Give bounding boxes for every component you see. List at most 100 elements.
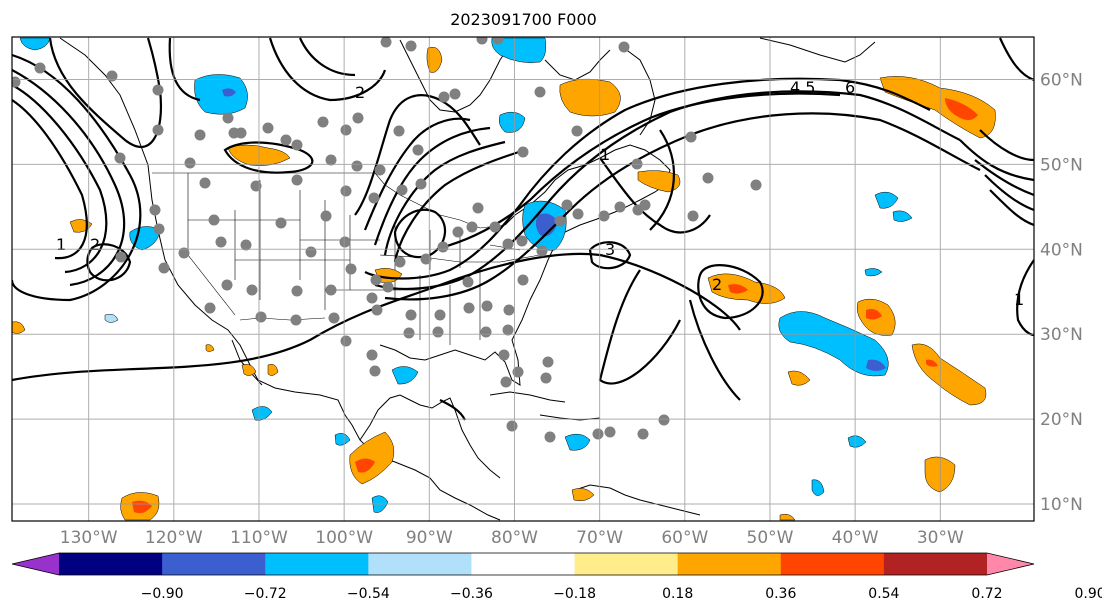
- station-marker: [382, 281, 394, 293]
- colorbar-tick-label: 0.72: [971, 586, 1002, 602]
- map-area: 1 2 2 1 3 2 4.5 6 1: [12, 37, 1034, 521]
- station-marker: [517, 274, 529, 286]
- lon-tick-label: 80°W: [491, 528, 538, 548]
- shaded-anomaly-regions: [12, 37, 996, 521]
- station-marker: [262, 122, 274, 134]
- colorbar-tick-label: −0.36: [450, 586, 493, 602]
- station-marker: [235, 127, 247, 139]
- station-marker: [598, 210, 610, 222]
- station-marker: [604, 426, 616, 438]
- station-marker: [394, 256, 406, 268]
- station-marker: [637, 428, 649, 440]
- station-marker: [290, 314, 302, 326]
- station-marker: [481, 300, 493, 312]
- station-marker: [476, 37, 488, 45]
- lon-tick-label: 70°W: [576, 528, 623, 548]
- station-marker: [328, 312, 340, 324]
- station-marker: [658, 414, 670, 426]
- colorbar-segment: [265, 553, 369, 575]
- station-marker: [340, 335, 352, 347]
- station-marker: [280, 134, 292, 146]
- contour-label: 2: [712, 275, 722, 294]
- station-marker: [438, 91, 450, 103]
- station-marker: [492, 37, 504, 45]
- station-marker: [240, 239, 252, 251]
- station-marker: [632, 204, 644, 216]
- us-state-borders: [152, 172, 541, 345]
- lat-tick-label: 10°N: [1040, 495, 1083, 515]
- lat-tick-label: 50°N: [1040, 155, 1083, 175]
- station-marker: [340, 124, 352, 136]
- station-marker: [320, 210, 332, 222]
- colorbar-tick-label: 0.18: [662, 586, 693, 602]
- colorbar-segment: [471, 553, 576, 575]
- station-marker: [472, 202, 484, 214]
- colorbar-segment: [368, 553, 472, 575]
- station-marker: [480, 326, 492, 338]
- contour-lines: [12, 37, 1034, 421]
- station-marker: [291, 174, 303, 186]
- contour-label: 1: [1014, 290, 1024, 309]
- station-marker: [502, 238, 514, 250]
- station-marker: [208, 214, 220, 226]
- station-marker: [366, 292, 378, 304]
- station-marker: [250, 180, 262, 192]
- station-marker: [325, 284, 337, 296]
- station-marker: [500, 376, 512, 388]
- station-marker: [305, 246, 317, 258]
- lon-tick-label: 40°W: [832, 528, 879, 548]
- station-marker: [463, 302, 475, 314]
- colorbar: [11, 552, 1035, 576]
- colorbar-extend-low: [12, 553, 59, 575]
- station-marker: [325, 154, 337, 166]
- colorbar-extend-high: [987, 553, 1034, 575]
- lon-tick-label: 50°W: [747, 528, 794, 548]
- station-marker: [489, 221, 501, 233]
- station-marker: [204, 302, 216, 314]
- colorbar-segment: [780, 553, 885, 575]
- colorbar-segment: [677, 553, 782, 575]
- colorbar-tick-label: 0.36: [765, 586, 796, 602]
- colorbar-tick-label: −0.72: [244, 586, 287, 602]
- station-marker: [462, 276, 474, 288]
- station-marker: [393, 125, 405, 137]
- colorbar-segment: [162, 553, 266, 575]
- colorbar-tick-label: −0.90: [141, 586, 184, 602]
- lon-tick-label: 100°W: [315, 528, 373, 548]
- station-markers: [12, 37, 762, 443]
- colorbar-tick-labels: −0.90 −0.72 −0.54 −0.36 −0.18 0.18 0.36 0.54 0.7…: [141, 586, 1102, 602]
- latitude-tick-labels: 60°N 50°N 40°N 30°N 20°N 10°N: [1040, 70, 1083, 515]
- station-marker: [275, 217, 287, 229]
- station-marker: [34, 62, 46, 74]
- station-marker: [370, 274, 382, 286]
- colorbar-tick-label: −0.54: [347, 586, 390, 602]
- station-marker: [106, 70, 118, 82]
- colorbar-segment: [59, 553, 163, 575]
- lat-tick-label: 30°N: [1040, 325, 1083, 345]
- station-marker: [114, 152, 126, 164]
- colorbar-tick-label: 0.54: [868, 586, 899, 602]
- station-marker: [554, 215, 566, 227]
- colorbar-segment: [883, 553, 988, 575]
- contour-label: 4.5: [790, 78, 815, 97]
- lat-tick-label: 60°N: [1040, 70, 1083, 90]
- station-marker: [502, 324, 514, 336]
- lon-tick-label: 30°W: [917, 528, 964, 548]
- station-marker: [405, 40, 417, 52]
- station-marker: [618, 41, 630, 53]
- station-marker: [194, 129, 206, 141]
- contour-label: 1: [56, 235, 66, 254]
- station-marker: [291, 139, 303, 151]
- station-marker: [542, 356, 554, 368]
- station-marker: [592, 428, 604, 440]
- lon-tick-label: 90°W: [406, 528, 453, 548]
- station-marker: [614, 201, 626, 213]
- contour-label: 1: [600, 145, 610, 164]
- station-marker: [351, 160, 363, 172]
- contour-label: 2: [355, 83, 365, 102]
- colorbar-tick-label: −0.18: [553, 586, 596, 602]
- station-marker: [452, 226, 464, 238]
- station-marker: [512, 366, 524, 378]
- station-marker: [184, 157, 196, 169]
